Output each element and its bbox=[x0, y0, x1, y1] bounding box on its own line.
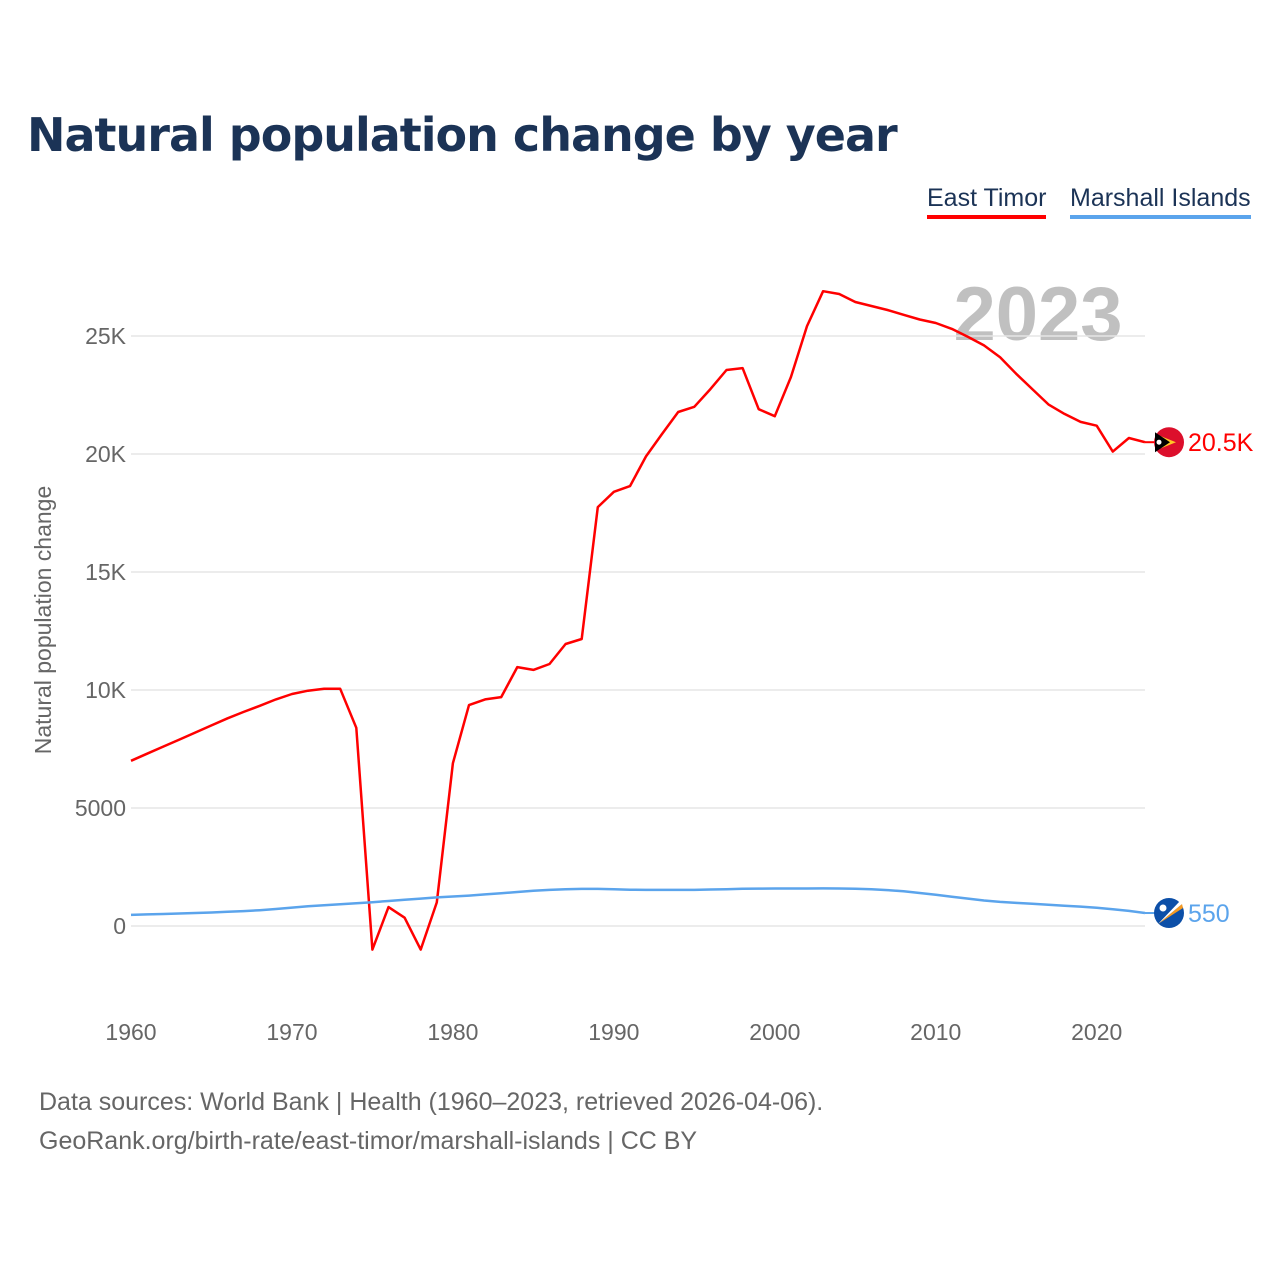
y-tick-label: 20K bbox=[85, 441, 127, 467]
source-line-2[interactable]: GeoRank.org/birth-rate/east-timor/marsha… bbox=[39, 1127, 698, 1155]
x-tick-label: 2010 bbox=[910, 1019, 961, 1045]
source-line-1: Data sources: World Bank | Health (1960–… bbox=[39, 1088, 824, 1116]
east-timor-flag-icon bbox=[1154, 427, 1184, 458]
x-tick-label: 1990 bbox=[588, 1019, 639, 1045]
marshall-islands-flag-icon bbox=[1154, 898, 1184, 929]
x-tick-label: 2000 bbox=[749, 1019, 800, 1045]
series-line-0 bbox=[130, 289, 1146, 951]
series-line-1 bbox=[130, 887, 1146, 917]
year-watermark: 2023 bbox=[953, 272, 1122, 357]
end-value-label: 550 bbox=[1188, 900, 1230, 928]
legend-east-timor[interactable]: East Timor bbox=[927, 184, 1047, 219]
x-tick-label: 2020 bbox=[1071, 1019, 1122, 1045]
chart-title: Natural population change by year bbox=[27, 108, 898, 162]
y-axis-label: Natural population change bbox=[30, 486, 56, 755]
x-tick-label: 1980 bbox=[427, 1019, 478, 1045]
y-tick-label: 10K bbox=[85, 677, 127, 703]
y-tick-label: 15K bbox=[85, 559, 127, 585]
y-tick-label: 5000 bbox=[75, 795, 126, 821]
y-tick-label: 25K bbox=[85, 323, 127, 349]
legend-marshall-islands[interactable]: Marshall Islands bbox=[1070, 184, 1251, 219]
x-tick-label: 1970 bbox=[266, 1019, 317, 1045]
y-tick-label: 0 bbox=[113, 913, 126, 939]
x-tick-label: 1960 bbox=[105, 1019, 156, 1045]
end-value-label: 20.5K bbox=[1188, 429, 1254, 457]
